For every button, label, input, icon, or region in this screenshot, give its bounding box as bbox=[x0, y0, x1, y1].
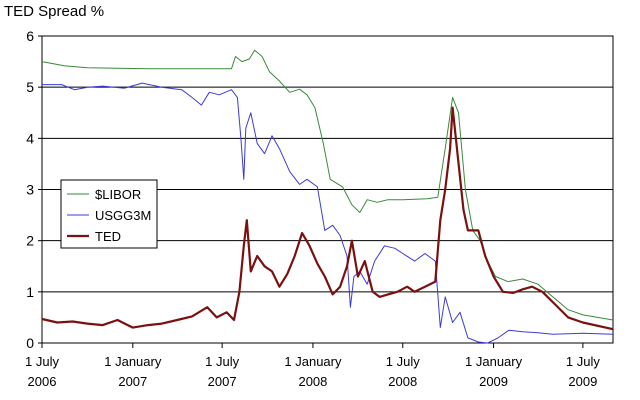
x-tick-label: 1 July bbox=[566, 354, 600, 369]
x-tick-label: 1 July bbox=[25, 354, 59, 369]
y-tick-label: 4 bbox=[26, 130, 34, 146]
x-tick-year: 2009 bbox=[479, 374, 508, 389]
x-tick-label: 1 July bbox=[386, 354, 420, 369]
y-axis: 0 1 2 3 4 5 6 bbox=[26, 28, 42, 351]
y-tick-label: 6 bbox=[26, 28, 34, 44]
x-tick-label: 1 January bbox=[104, 354, 162, 369]
y-tick-label: 0 bbox=[26, 335, 34, 351]
x-tick-year: 2006 bbox=[28, 374, 57, 389]
series-group bbox=[41, 49, 614, 344]
x-tick-year: 2008 bbox=[388, 374, 417, 389]
x-tick-year: 2007 bbox=[118, 374, 147, 389]
series-line-1 bbox=[42, 82, 614, 344]
x-tick-year: 2007 bbox=[208, 374, 237, 389]
x-tick-label: 1 July bbox=[205, 354, 239, 369]
x-tick-label: 1 January bbox=[284, 354, 342, 369]
gridlines bbox=[42, 86, 613, 293]
y-tick-label: 2 bbox=[26, 233, 34, 249]
legend: $LIBOR USGG3M TED bbox=[60, 179, 158, 249]
series-line-2 bbox=[41, 106, 614, 331]
legend-label-0: $LIBOR bbox=[95, 187, 141, 202]
x-axis: 1 July 2006 1 January 2007 1 July 2007 1 Janua… bbox=[25, 343, 600, 389]
legend-label-1: USGG3M bbox=[95, 208, 151, 223]
chart-title: TED Spread % bbox=[4, 3, 105, 20]
legend-label-2: TED bbox=[95, 229, 121, 244]
x-tick-label: 1 January bbox=[465, 354, 523, 369]
x-tick-year: 2009 bbox=[568, 374, 597, 389]
y-tick-label: 3 bbox=[26, 182, 34, 198]
y-tick-label: 1 bbox=[26, 284, 34, 300]
series-line-0 bbox=[41, 49, 614, 321]
y-tick-label: 5 bbox=[26, 79, 34, 95]
x-tick-year: 2008 bbox=[298, 374, 327, 389]
